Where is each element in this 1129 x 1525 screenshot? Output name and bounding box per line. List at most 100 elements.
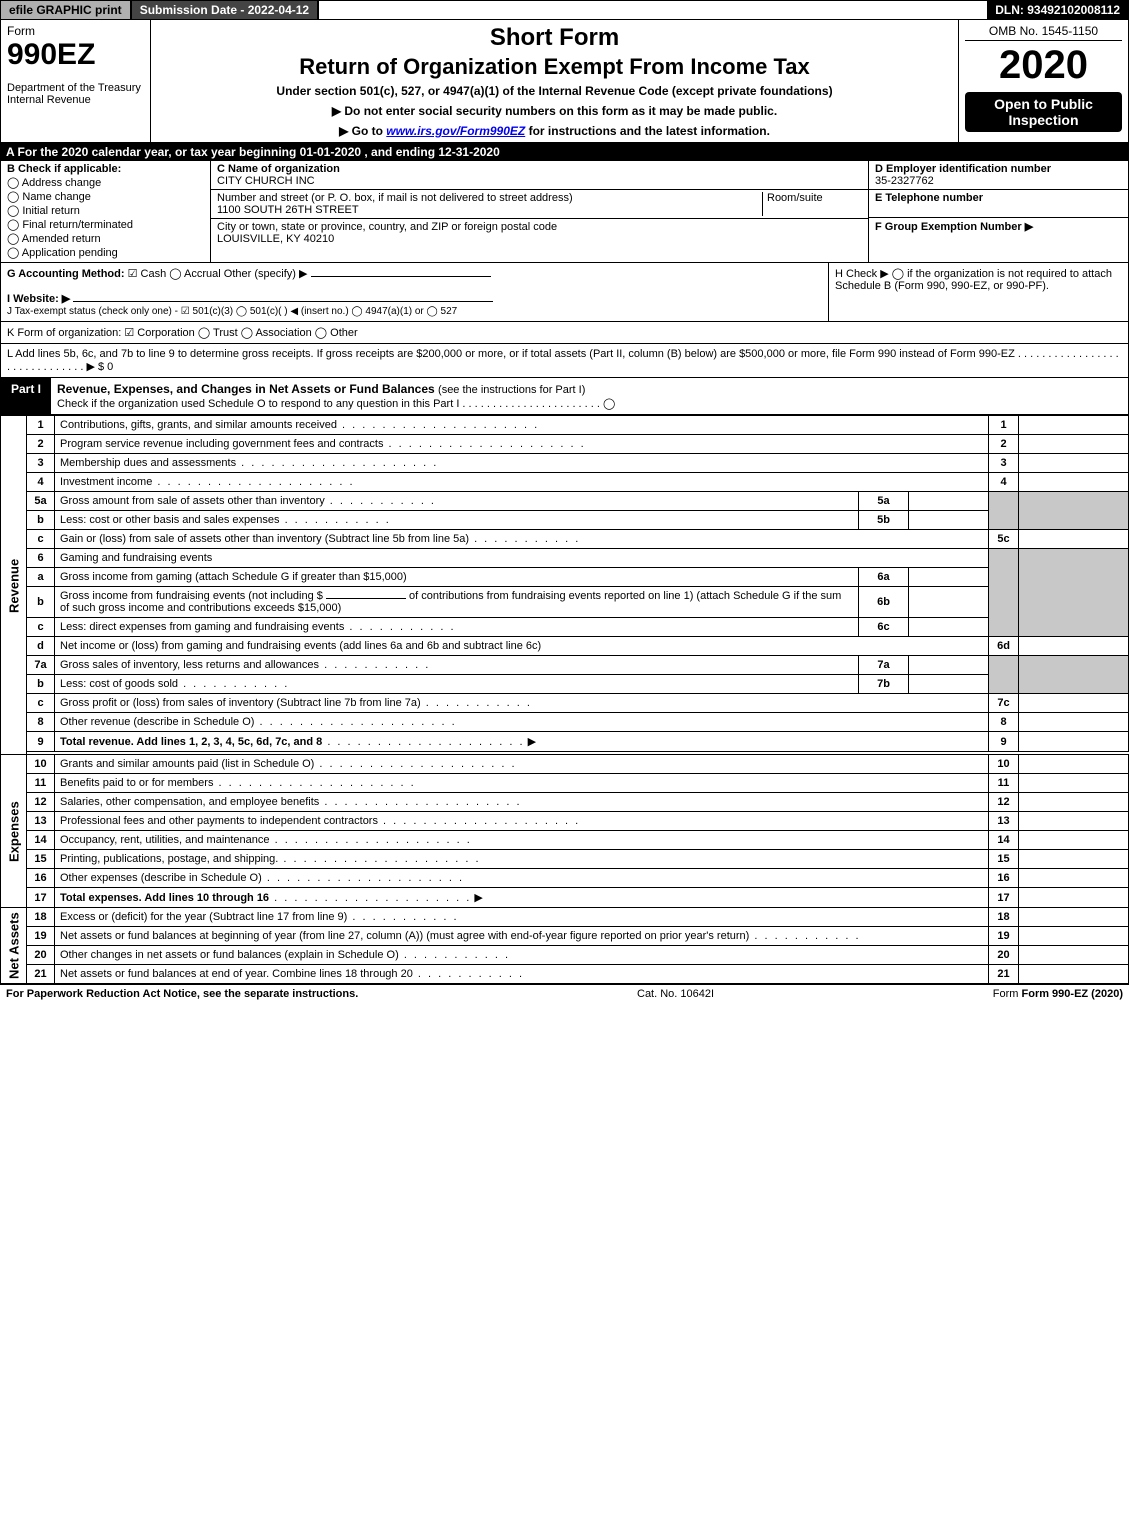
expenses-vertical-label: Expenses bbox=[1, 755, 27, 908]
irs-link[interactable]: www.irs.gov/Form990EZ bbox=[386, 124, 525, 138]
ln17-amount[interactable] bbox=[1019, 888, 1129, 908]
ln3-amount[interactable] bbox=[1019, 454, 1129, 473]
ln7c-amount[interactable] bbox=[1019, 694, 1129, 713]
ln6b-num: b bbox=[27, 587, 55, 618]
form-footer-text: Form 990-EZ (2020) bbox=[1022, 988, 1123, 1000]
ln9-label: Total revenue. Add lines 1, 2, 3, 4, 5c,… bbox=[60, 736, 322, 748]
section-def: D Employer identification number 35-2327… bbox=[868, 161, 1128, 262]
ln6b-blank[interactable] bbox=[326, 598, 406, 599]
c-label: C Name of organization bbox=[217, 163, 340, 175]
ln5b-sub-amount[interactable] bbox=[909, 511, 989, 530]
addr-row: Number and street (or P. O. box, if mail… bbox=[211, 190, 868, 219]
ln2-num: 2 bbox=[27, 435, 55, 454]
ln8-amount[interactable] bbox=[1019, 713, 1129, 732]
ln16-num: 16 bbox=[27, 869, 55, 888]
ln7a-text: Gross sales of inventory, less returns a… bbox=[55, 656, 859, 675]
f-label: F Group Exemption Number ▶ bbox=[875, 221, 1033, 233]
no-ssn-warning: ▶ Do not enter social security numbers o… bbox=[157, 104, 952, 118]
ln9-num: 9 bbox=[27, 732, 55, 752]
ln13-num: 13 bbox=[27, 812, 55, 831]
ln20-num: 20 bbox=[27, 946, 55, 965]
submission-date-label: Submission Date - 2022-04-12 bbox=[132, 1, 319, 19]
ln6b-sub-amount[interactable] bbox=[909, 587, 989, 618]
ln19-dots bbox=[749, 930, 860, 942]
bcd-block: B Check if applicable: ◯ Address change … bbox=[0, 161, 1129, 263]
netassets-vertical-label: Net Assets bbox=[1, 908, 27, 984]
ln16-right-num: 16 bbox=[989, 869, 1019, 888]
ln18-text: Excess or (deficit) for the year (Subtra… bbox=[55, 908, 989, 927]
g-cash[interactable]: ☑ Cash bbox=[128, 268, 167, 280]
goto-prefix: ▶ Go to bbox=[339, 124, 386, 138]
chk-address-change[interactable]: ◯ Address change bbox=[7, 176, 204, 189]
ln2-text: Program service revenue including govern… bbox=[55, 435, 989, 454]
org-name: CITY CHURCH INC bbox=[217, 175, 315, 187]
ln9-dots bbox=[322, 736, 524, 748]
ln5a-label: Gross amount from sale of assets other t… bbox=[60, 495, 436, 507]
website-input[interactable] bbox=[73, 301, 493, 302]
chk-name-change-label: Name change bbox=[22, 191, 91, 203]
ln21-amount[interactable] bbox=[1019, 965, 1129, 984]
ln20-label: Other changes in net assets or fund bala… bbox=[60, 949, 399, 961]
ln7a-sub: 7a bbox=[859, 656, 909, 675]
ln20-text: Other changes in net assets or fund bala… bbox=[55, 946, 989, 965]
goto-suffix: for instructions and the latest informat… bbox=[525, 124, 770, 138]
ln2-amount[interactable] bbox=[1019, 435, 1129, 454]
g-accrual[interactable]: ◯ Accrual bbox=[169, 268, 220, 280]
ln19-amount[interactable] bbox=[1019, 927, 1129, 946]
ln8-num: 8 bbox=[27, 713, 55, 732]
ln7b-label: Less: cost of goods sold bbox=[60, 678, 289, 690]
ln5a-sub-amount[interactable] bbox=[909, 492, 989, 511]
ln6c-text: Less: direct expenses from gaming and fu… bbox=[55, 618, 859, 637]
ln12-amount[interactable] bbox=[1019, 793, 1129, 812]
ln10-amount[interactable] bbox=[1019, 755, 1129, 774]
cat-no: Cat. No. 10642I bbox=[637, 988, 714, 1000]
chk-name-change[interactable]: ◯ Name change bbox=[7, 190, 204, 203]
ln5c-amount[interactable] bbox=[1019, 530, 1129, 549]
ln13-amount[interactable] bbox=[1019, 812, 1129, 831]
ln20-amount[interactable] bbox=[1019, 946, 1129, 965]
chk-amended-return[interactable]: ◯ Amended return bbox=[7, 232, 204, 245]
line-k: K Form of organization: ☑ Corporation ◯ … bbox=[0, 322, 1129, 344]
ln12-text: Salaries, other compensation, and employ… bbox=[55, 793, 989, 812]
ln4-num: 4 bbox=[27, 473, 55, 492]
ln18-amount[interactable] bbox=[1019, 908, 1129, 927]
ln15-num: 15 bbox=[27, 850, 55, 869]
ln10-right-num: 10 bbox=[989, 755, 1019, 774]
ein-cell: D Employer identification number 35-2327… bbox=[869, 161, 1128, 190]
ln9-amount[interactable] bbox=[1019, 732, 1129, 752]
ln15-label: Printing, publications, postage, and shi… bbox=[60, 853, 481, 865]
ln1-amount[interactable] bbox=[1019, 416, 1129, 435]
g-other-input[interactable] bbox=[311, 276, 491, 277]
chk-final-return[interactable]: ◯ Final return/terminated bbox=[7, 218, 204, 231]
ln11-amount[interactable] bbox=[1019, 774, 1129, 793]
ln6b-text: Gross income from fundraising events (no… bbox=[55, 587, 859, 618]
ln6c-sub-amount[interactable] bbox=[909, 618, 989, 637]
return-title: Return of Organization Exempt From Incom… bbox=[157, 54, 952, 80]
chk-application-pending-label: Application pending bbox=[22, 247, 118, 259]
ln6d-amount[interactable] bbox=[1019, 637, 1129, 656]
goto-line: ▶ Go to www.irs.gov/Form990EZ for instru… bbox=[157, 124, 952, 138]
chk-initial-return[interactable]: ◯ Initial return bbox=[7, 204, 204, 217]
ln20-dots bbox=[399, 949, 510, 961]
ln7b-sub-amount[interactable] bbox=[909, 675, 989, 694]
ln6a-sub-amount[interactable] bbox=[909, 568, 989, 587]
ln7a-label: Gross sales of inventory, less returns a… bbox=[60, 659, 430, 671]
ln6-num: 6 bbox=[27, 549, 55, 568]
ln3-num: 3 bbox=[27, 454, 55, 473]
ln16-amount[interactable] bbox=[1019, 869, 1129, 888]
ln8-right-num: 8 bbox=[989, 713, 1019, 732]
chk-application-pending[interactable]: ◯ Application pending bbox=[7, 246, 204, 259]
ln14-amount[interactable] bbox=[1019, 831, 1129, 850]
ln7a-sub-amount[interactable] bbox=[909, 656, 989, 675]
street-address: 1100 SOUTH 26TH STREET bbox=[217, 204, 359, 216]
ln6a-sub: 6a bbox=[859, 568, 909, 587]
chk-initial-return-label: Initial return bbox=[22, 205, 79, 217]
g-other[interactable]: Other (specify) ▶ bbox=[224, 268, 308, 280]
ln13-text: Professional fees and other payments to … bbox=[55, 812, 989, 831]
ln21-right-num: 21 bbox=[989, 965, 1019, 984]
ln4-amount[interactable] bbox=[1019, 473, 1129, 492]
efile-print-label[interactable]: efile GRAPHIC print bbox=[1, 1, 132, 19]
ln4-text: Investment income bbox=[55, 473, 989, 492]
ln15-amount[interactable] bbox=[1019, 850, 1129, 869]
ln6a-num: a bbox=[27, 568, 55, 587]
